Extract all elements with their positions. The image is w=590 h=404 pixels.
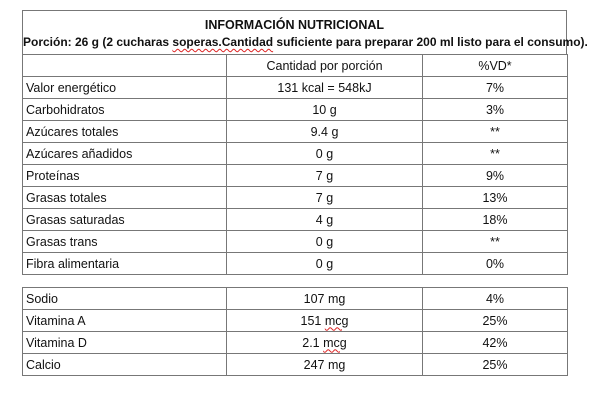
nutrient-row: Vitamina D 2.1 mcg 42% — [22, 331, 568, 354]
nutrition-table: Cantidad por porción %VD* Valor energéti… — [22, 54, 568, 376]
section-spacer — [22, 274, 568, 288]
section-spacer-cell — [22, 274, 568, 288]
nutrient-name: Valor energético — [22, 76, 227, 99]
nutrient-daily-value: 9% — [422, 164, 568, 187]
column-header-row: Cantidad por porción %VD* — [22, 54, 568, 77]
nutrient-amount-unit: mcg — [324, 313, 349, 328]
nutrient-name: Proteínas — [22, 164, 227, 187]
nutrient-amount: 7 g — [226, 164, 423, 187]
nutrient-amount: 9.4 g — [226, 120, 423, 143]
nutrient-daily-value: ** — [422, 120, 568, 143]
header-cell-amount: Cantidad por porción — [226, 54, 423, 77]
nutrient-amount-value: 2.1 — [302, 335, 320, 350]
nutrient-row: Grasas trans 0 g ** — [22, 230, 568, 253]
nutrient-row: Azúcares totales 9.4 g ** — [22, 120, 568, 143]
nutrient-amount-unit: mg — [327, 291, 346, 306]
nutrient-name: Sodio — [22, 287, 227, 310]
nutrient-amount: 0 g — [226, 252, 423, 275]
nutrient-row: Carbohidratos 10 g 3% — [22, 98, 568, 121]
nutrient-name: Azúcares añadidos — [22, 142, 227, 165]
serving-text-part-misspelled: soperas.Cantidad — [172, 35, 274, 49]
nutrient-amount: 0 g — [226, 230, 423, 253]
nutrient-name: Vitamina A — [22, 309, 227, 332]
nutrient-row: Grasas totales 7 g 13% — [22, 186, 568, 209]
nutrient-row: Vitamina A 151 mcg 25% — [22, 309, 568, 332]
nutrient-amount: 7 g — [226, 186, 423, 209]
nutrient-name: Grasas trans — [22, 230, 227, 253]
nutrient-amount-unit: mcg — [323, 335, 347, 350]
nutrient-amount-value: 107 — [303, 291, 325, 306]
nutrient-name: Fibra alimentaria — [22, 252, 227, 275]
nutrient-amount: 107 mg — [226, 287, 423, 310]
nutrient-amount: 4 g — [226, 208, 423, 231]
nutrient-daily-value: ** — [422, 142, 568, 165]
serving-size-text: Porción: 26 g (2 cucharas soperas.Cantid… — [23, 34, 588, 51]
nutrient-amount: 2.1 mcg — [226, 331, 423, 354]
nutrient-daily-value: 18% — [422, 208, 568, 231]
nutrient-daily-value: 4% — [422, 287, 568, 310]
nutrient-amount: 10 g — [226, 98, 423, 121]
nutrient-amount-unit: mg — [327, 357, 346, 372]
nutrient-name: Carbohidratos — [22, 98, 227, 121]
nutrient-row: Valor energético 131 kcal = 548kJ 7% — [22, 76, 568, 99]
nutrient-name: Grasas totales — [22, 186, 227, 209]
nutrient-daily-value: 25% — [422, 353, 568, 376]
nutrient-name: Calcio — [22, 353, 227, 376]
nutrient-name: Grasas saturadas — [22, 208, 227, 231]
nutrition-facts-panel: INFORMACIÓN NUTRICIONAL Porción: 26 g (2… — [22, 10, 588, 376]
nutrient-daily-value: 13% — [422, 186, 568, 209]
header-cell-vd: %VD* — [422, 54, 568, 77]
nutrient-amount-value: 151 — [300, 313, 322, 328]
table-header-block: INFORMACIÓN NUTRICIONAL Porción: 26 g (2… — [22, 10, 588, 54]
nutrient-row: Azúcares añadidos 0 g ** — [22, 142, 568, 165]
nutrient-row: Grasas saturadas 4 g 18% — [22, 208, 568, 231]
nutrient-daily-value: 0% — [422, 252, 568, 275]
nutrient-name: Vitamina D — [22, 331, 227, 354]
nutrient-name: Azúcares totales — [22, 120, 227, 143]
nutrient-daily-value: ** — [422, 230, 568, 253]
nutrient-daily-value: 25% — [422, 309, 568, 332]
nutrient-daily-value: 7% — [422, 76, 568, 99]
nutrient-amount: 151 mcg — [226, 309, 423, 332]
nutrient-row: Fibra alimentaria 0 g 0% — [22, 252, 568, 275]
serving-text-part: suficiente para preparar 200 ml listo pa… — [273, 35, 588, 49]
header-cell-empty — [22, 54, 227, 77]
nutrient-amount-value: 247 — [303, 357, 325, 372]
nutrient-amount: 0 g — [226, 142, 423, 165]
nutrient-amount: 247 mg — [226, 353, 423, 376]
nutrient-daily-value: 3% — [422, 98, 568, 121]
nutrient-row: Calcio 247 mg 25% — [22, 353, 568, 376]
nutrient-daily-value: 42% — [422, 331, 568, 354]
table-title: INFORMACIÓN NUTRICIONAL — [204, 18, 385, 32]
nutrient-amount: 131 kcal = 548kJ — [226, 76, 423, 99]
serving-text-part: Porción: 26 g (2 cucharas — [23, 35, 173, 49]
nutrient-row: Sodio 107 mg 4% — [22, 287, 568, 310]
nutrient-row: Proteínas 7 g 9% — [22, 164, 568, 187]
